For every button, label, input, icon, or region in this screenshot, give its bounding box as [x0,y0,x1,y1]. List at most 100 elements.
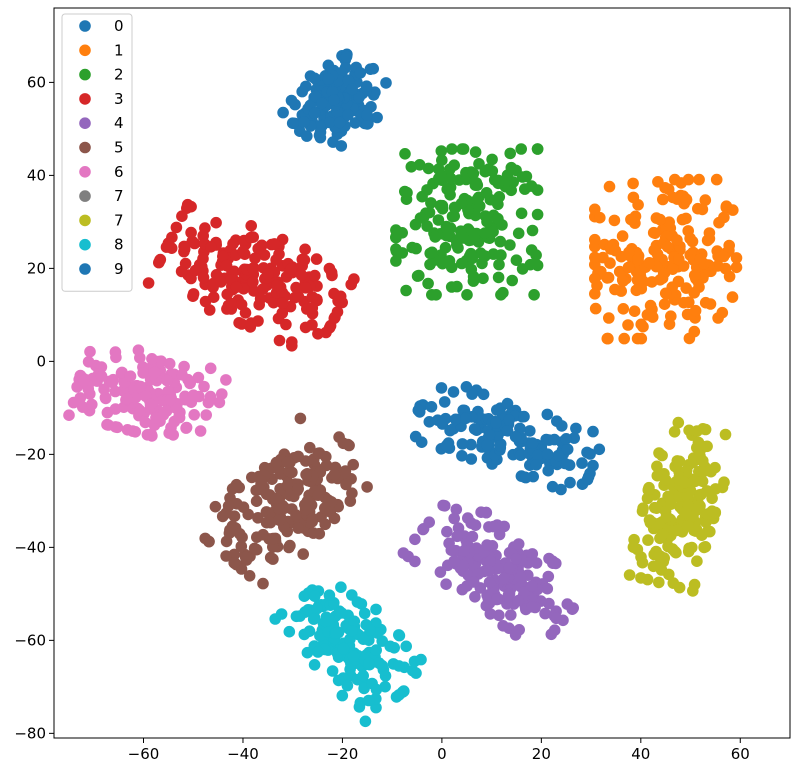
scatter-point [480,187,493,199]
scatter-point [704,525,716,538]
scatter-point [220,259,233,272]
scatter-point [555,483,567,496]
scatter-point [205,241,217,253]
scatter-point [444,189,456,201]
scatter-point [597,251,609,264]
scatter-point [286,117,299,129]
scatter-point [680,282,692,294]
scatter-point [691,555,703,567]
scatter-point [502,588,515,601]
y-tick-label: 60 [27,73,46,91]
scatter-point [225,297,237,310]
scatter-point [323,262,336,275]
scatter-point [631,332,644,345]
scatter-point [656,528,669,541]
scatter-point [488,194,501,207]
scatter-point [644,299,657,312]
scatter-point [290,610,303,623]
legend-label: 6 [114,163,124,181]
scatter-point [651,248,664,260]
scatter-point [438,396,451,408]
scatter-point [539,607,551,620]
scatter-point [730,252,743,264]
scatter-point [399,148,411,160]
scatter-point [541,582,554,595]
scatter-point [384,640,397,653]
scatter-point [581,473,594,486]
scatter-point [168,415,181,428]
series-5 [199,412,373,590]
scatter-point [323,116,336,129]
scatter-point [242,508,254,521]
scatter-point [267,296,280,309]
legend-label: 8 [114,236,124,254]
scatter-point [589,302,602,315]
scatter-point [457,143,470,155]
x-tick-label: 40 [631,745,650,763]
legend-label: 2 [114,66,124,84]
scatter-point [284,489,297,502]
scatter-point [82,356,95,368]
scatter-point [393,689,405,701]
scatter-point [276,297,289,310]
scatter-point [630,284,643,297]
scatter-point [682,173,695,186]
legend-marker [79,238,91,251]
scatter-point [351,596,364,608]
scatter-point [415,653,427,666]
scatter-point [162,385,174,398]
scatter-point [460,381,473,393]
scatter-point [228,510,241,522]
scatter-point [701,485,713,497]
scatter-point [373,657,385,669]
scatter-point [335,581,347,593]
scatter-point [589,288,601,300]
scatter-point [197,252,209,265]
scatter-point [223,527,236,539]
scatter-point [313,120,326,132]
scatter-point [188,237,201,250]
scatter-point [249,252,261,265]
scatter-point [189,264,202,277]
scatter-point [589,203,601,216]
scatter-point [602,271,615,284]
scatter-point [226,483,239,495]
scatter-point [331,306,344,318]
scatter-point [493,609,505,622]
scatter-point [457,232,469,244]
legend-marker [79,44,91,57]
scatter-point [623,246,635,259]
scatter-point [409,430,422,443]
scatter-point [281,456,294,468]
scatter-point [253,483,266,496]
scatter-point [699,296,712,309]
scatter-point [564,476,576,489]
scatter-point [299,282,312,294]
scatter-point [689,304,702,317]
scatter-point [361,481,373,493]
scatter-point [506,274,518,287]
scatter-point [456,438,469,450]
scatter-point [457,559,470,572]
scatter-point [204,362,217,375]
scatter-point [197,271,210,284]
scatter-point [548,433,561,446]
scatter-point [548,624,561,636]
scatter-point [330,627,343,639]
scatter-point [180,422,192,434]
scatter-point [154,253,167,266]
scatter-point [688,269,701,282]
y-tick-label: 20 [27,259,46,277]
scatter-point [512,227,525,240]
scatter-point [257,283,269,295]
scatter-point [481,539,493,551]
scatter-point [636,556,649,569]
scatter-point [643,257,656,269]
scatter-point [346,625,358,637]
scatter-point [503,561,516,574]
scatter-point [324,506,337,518]
scatter-point [659,474,672,486]
scatter-point [461,289,473,301]
scatter-point [672,416,685,429]
legend-marker [79,93,91,105]
